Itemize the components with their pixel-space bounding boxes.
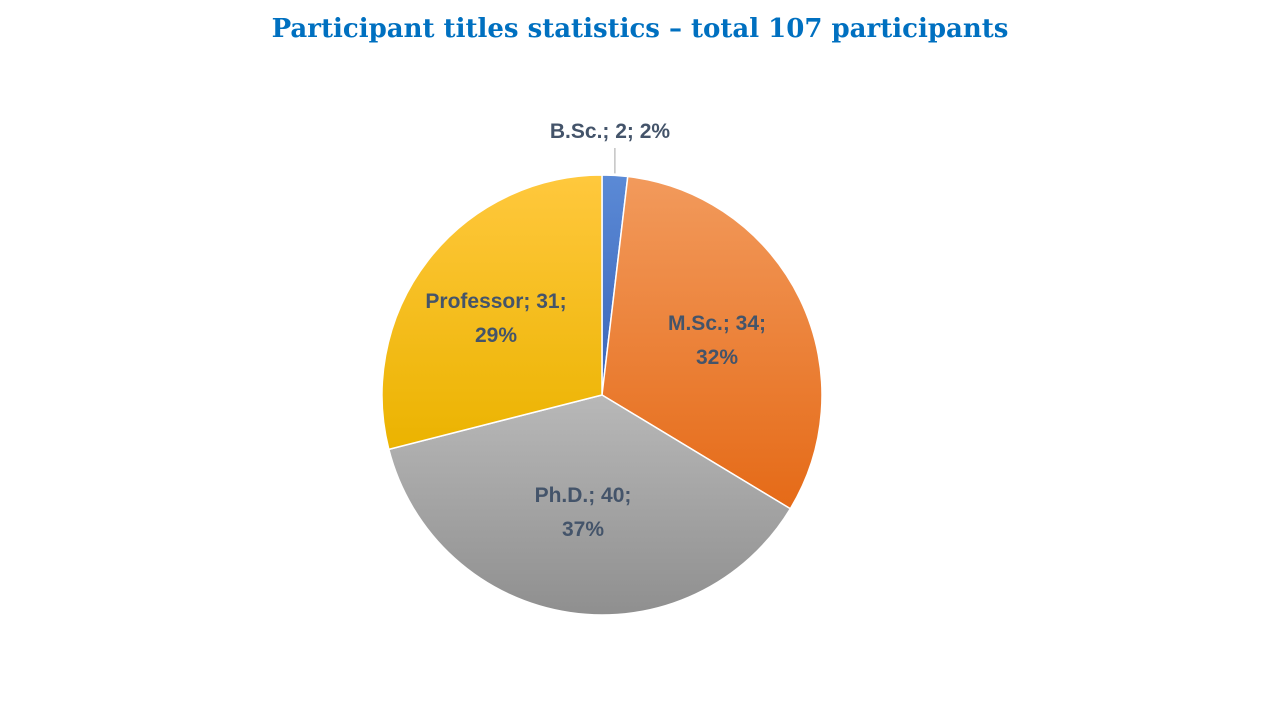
data-label-b-sc: B.Sc.; 2; 2%	[550, 120, 671, 143]
pie-slice-professor	[381, 174, 603, 451]
pie-slice-ph-d	[387, 394, 792, 616]
chart-title: Participant titles statistics – total 10…	[271, 14, 1009, 44]
data-label-m-sc: M.Sc.; 34; 32%	[668, 312, 766, 369]
pie-slice-m-sc	[601, 175, 823, 510]
data-label-ph-d: Ph.D.; 40; 37%	[535, 484, 632, 541]
data-label-professor: Professor; 31; 29%	[425, 290, 566, 347]
